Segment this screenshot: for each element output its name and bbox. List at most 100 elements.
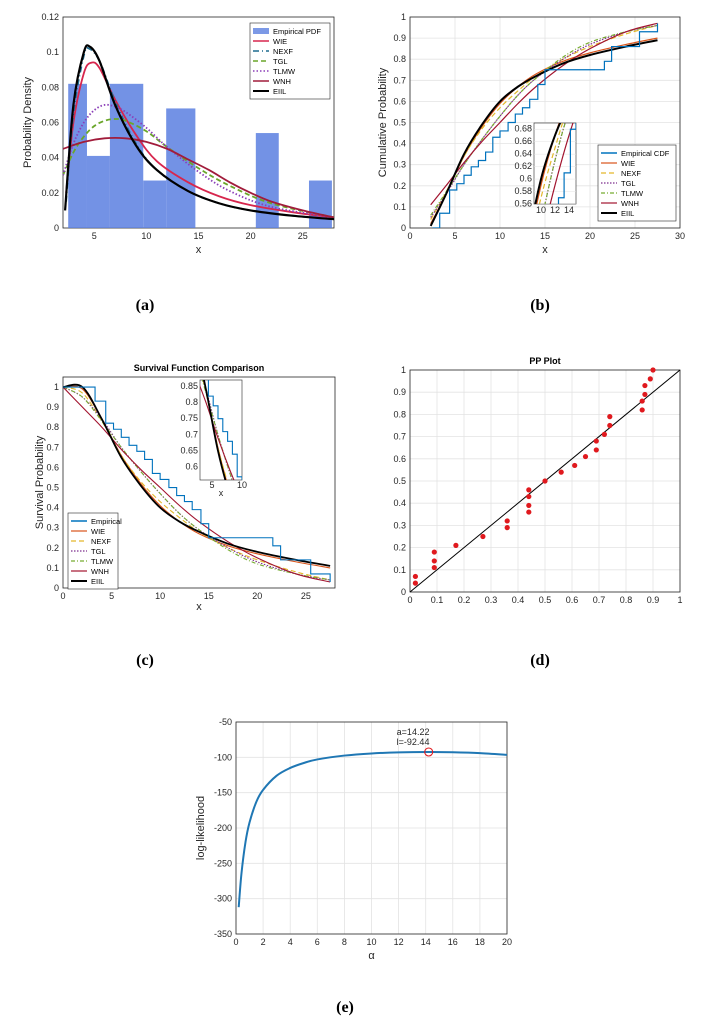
log-likelihood-curve xyxy=(237,750,507,908)
pp-point xyxy=(542,478,548,484)
series-line-WIE xyxy=(65,61,334,219)
legend-label: EIIL xyxy=(621,209,634,218)
inset-series-TLMW xyxy=(544,123,566,204)
pp-point xyxy=(639,398,645,404)
legend-label: TGL xyxy=(91,547,106,556)
histogram-bar xyxy=(143,180,167,228)
inset-series-EIIL xyxy=(203,380,227,480)
legend-label: WIE xyxy=(273,37,287,46)
inset-y-tick: 0.75 xyxy=(180,413,198,423)
series-line-TLMW xyxy=(63,103,334,219)
series-line-WNH xyxy=(430,22,658,206)
y-tick-label: 0.06 xyxy=(41,118,59,128)
axes-d: 0 0.1 0.2 0.3 0.4 0.5 0.6 0.7 0.8 0.9 1 0 0.1 0.2 0.3 0… xyxy=(393,356,682,605)
pp-point xyxy=(526,502,532,509)
inset-y-tick: 0.64 xyxy=(514,149,532,159)
pp-point xyxy=(526,509,532,515)
y-tick-label: 0.1 xyxy=(46,563,59,573)
y-tick-label: 0.08 xyxy=(41,82,59,92)
inset-empirical xyxy=(207,380,242,480)
series-line-EIIL xyxy=(63,44,334,221)
y-tick-label: 0.6 xyxy=(46,462,59,472)
x-axis-label: α xyxy=(368,950,375,962)
x-tick-label: 0 xyxy=(60,591,65,601)
series-line-TGL xyxy=(430,24,658,218)
inset-series-EIIL xyxy=(534,123,562,204)
y-tick-label: 0.4 xyxy=(393,139,406,149)
pp-point xyxy=(526,487,532,493)
y-tick-label: -200 xyxy=(214,823,232,833)
y-tick-label: 0 xyxy=(401,587,406,597)
y-tick-label: -350 xyxy=(214,929,232,939)
y-tick-label: 0.1 xyxy=(46,47,59,57)
axes-c: 0 5 10 15 20 25 0 0.1 0.2 0.3 0.4 0.5 0.6 0.7 0.8 0.9 1 x… xyxy=(34,363,336,613)
x-tick-label: 0.5 xyxy=(539,595,552,605)
inset-x-tick: 12 xyxy=(550,205,560,215)
y-tick-label: 1 xyxy=(401,365,406,375)
empirical-cdf-step xyxy=(432,23,659,228)
x-tick-label: 10 xyxy=(495,231,505,241)
y-tick-label: 0.1 xyxy=(393,565,406,575)
x-tick-label: 30 xyxy=(675,231,685,241)
y-tick-label: 0.6 xyxy=(393,96,406,106)
x-tick-label: 0.2 xyxy=(458,595,471,605)
y-tick-label: 0.8 xyxy=(393,54,406,64)
pp-point xyxy=(431,558,437,564)
x-tick-label: 0.8 xyxy=(620,595,633,605)
chart-title: PP Plot xyxy=(529,356,560,366)
legend-label: EIIL xyxy=(91,577,104,586)
inset-b: 0.56 0.58 0.6 0.62 0.64 0.66 0.68 10 12 14 xyxy=(514,122,577,215)
legend-label: NEXF xyxy=(273,47,293,56)
plot-content xyxy=(63,44,334,228)
y-tick-label: 0.8 xyxy=(46,422,59,432)
legend-swatch xyxy=(253,28,269,34)
axes-e: 0 2 4 6 8 10 12 14 16 18 20 -350 -300 -250 -200 -150 -10… xyxy=(195,717,512,962)
x-tick-label: 0 xyxy=(233,937,238,947)
caption-d: (d) xyxy=(530,652,550,669)
x-tick-label: 20 xyxy=(252,591,262,601)
x-tick-label: 16 xyxy=(448,937,458,947)
y-tick-label: 1 xyxy=(401,12,406,22)
y-tick-label: 0.2 xyxy=(393,543,406,553)
series-line-NEXF xyxy=(63,386,331,581)
pp-point xyxy=(607,422,613,429)
x-tick-label: 0.3 xyxy=(485,595,498,605)
y-tick-label: 0.04 xyxy=(41,153,59,163)
y-tick-label: 0.4 xyxy=(46,503,59,513)
pp-point xyxy=(504,525,510,531)
inset-x-tick: 10 xyxy=(237,480,247,490)
y-tick-label: 0.3 xyxy=(393,160,406,170)
y-tick-label: 0.9 xyxy=(393,33,406,43)
pp-point xyxy=(453,542,459,548)
x-axis-label: x xyxy=(196,244,202,256)
x-tick-label: 25 xyxy=(298,231,308,241)
y-tick-label: 0.5 xyxy=(393,476,406,486)
plot-frame xyxy=(62,16,335,229)
y-tick-label: 0.3 xyxy=(46,523,59,533)
inset-y-tick: 0.6 xyxy=(519,174,532,184)
pp-point xyxy=(558,469,564,475)
inset-y-tick: 0.85 xyxy=(180,381,198,391)
pp-point xyxy=(601,431,608,437)
pp-point xyxy=(582,453,589,460)
pp-point xyxy=(642,382,648,389)
plot-content xyxy=(63,383,331,583)
y-tick-label: 0 xyxy=(54,223,59,233)
x-tick-label: 25 xyxy=(301,591,311,601)
series-line-TLMW xyxy=(63,386,331,581)
inset-x-tick: 5 xyxy=(209,480,214,490)
pp-point xyxy=(504,518,510,524)
histogram-bar xyxy=(308,180,332,228)
inset-y-tick: 0.6 xyxy=(185,462,198,472)
axes-b: 0 5 10 15 20 25 30 0 0.1 0.2 0.3 0.4 0.5 0.6 0.7 0.8 0.9… xyxy=(377,12,685,256)
y-tick-label: 0.3 xyxy=(393,520,406,530)
y-tick-label: -150 xyxy=(214,788,232,798)
inset-y-tick: 0.66 xyxy=(514,136,532,146)
inset-y-tick: 0.56 xyxy=(514,199,532,209)
y-tick-label: 0.4 xyxy=(393,498,406,508)
empirical-survival-step xyxy=(63,386,331,582)
x-tick-label: 5 xyxy=(452,231,457,241)
chart-title: Survival Function Comparison xyxy=(134,363,265,373)
plot-frame xyxy=(235,721,508,935)
legend-label: Empirical PDF xyxy=(273,27,321,36)
